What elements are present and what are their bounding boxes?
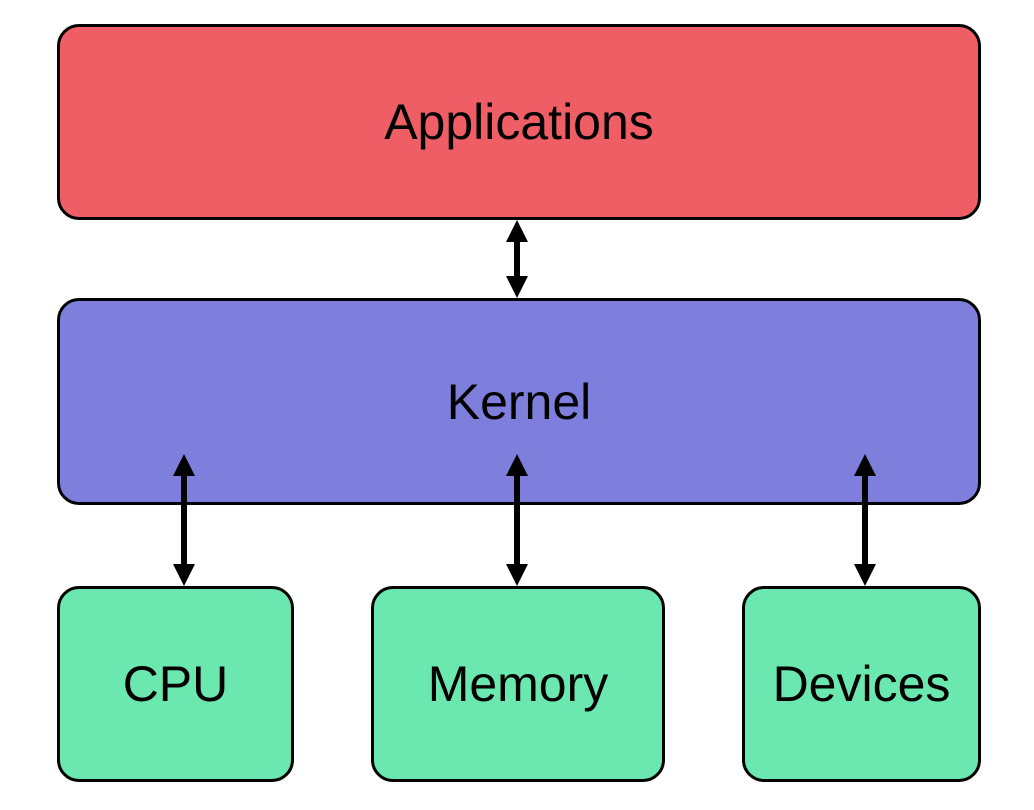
- arrow-kernel-devices: [845, 454, 885, 586]
- cpu-box: CPU: [57, 586, 294, 782]
- devices-box: Devices: [742, 586, 981, 782]
- kernel-architecture-diagram: Applications Kernel CPU Memory Devices: [0, 0, 1034, 810]
- arrow-applications-kernel: [497, 220, 537, 298]
- cpu-label: CPU: [123, 655, 229, 713]
- kernel-label: Kernel: [447, 373, 592, 431]
- devices-label: Devices: [773, 655, 951, 713]
- arrow-kernel-cpu: [164, 454, 204, 586]
- memory-box: Memory: [371, 586, 665, 782]
- memory-label: Memory: [428, 655, 609, 713]
- applications-box: Applications: [57, 24, 981, 220]
- arrow-kernel-memory: [497, 454, 537, 586]
- applications-label: Applications: [384, 93, 654, 151]
